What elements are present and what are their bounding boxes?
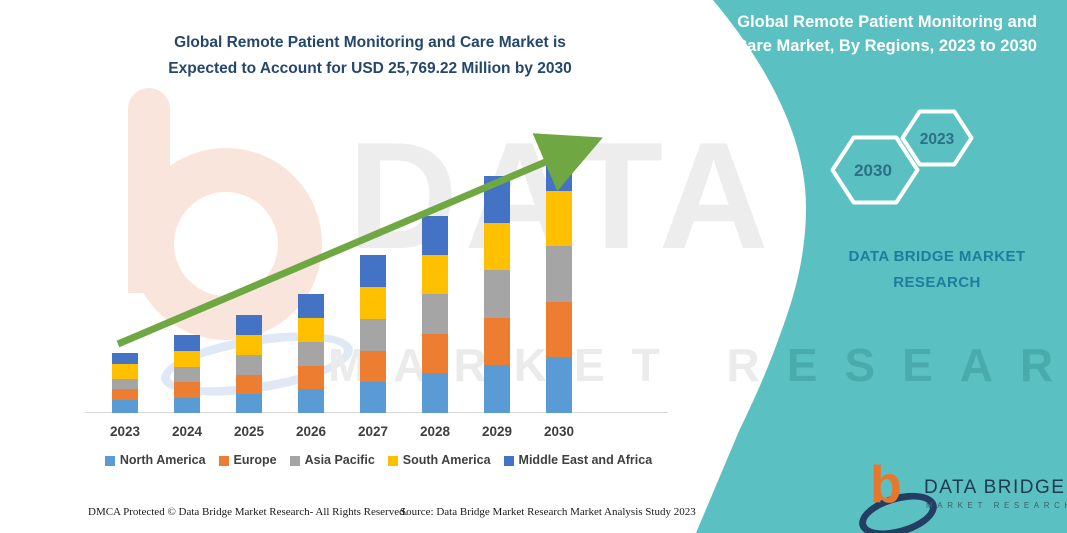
legend-item-south-america: South America [387,453,491,467]
hexagon-2023 [900,109,974,167]
chart-title-line1: Global Remote Patient Monitoring and Car… [174,34,566,51]
logo-name: DATA BRIDGE [924,477,1066,498]
legend-item-north-america: North America [104,453,206,467]
logo-b-icon: b [870,456,902,514]
hexagon-2030-label: 2030 [854,161,892,180]
hexagon-2030 [830,135,920,205]
legend-swatch [387,455,398,466]
legend-swatch [503,455,514,466]
legend-swatch [289,455,300,466]
copyright-text: DMCA Protected © Data Bridge Market Rese… [88,506,408,518]
chart-title-line2: Expected to Account for USD 25,769.22 Mi… [168,60,572,77]
panel-title: Global Remote Patient Monitoring and Car… [735,13,1037,55]
legend-swatch [218,455,229,466]
year-hexagons: 2030 2023 [830,109,974,205]
brand-text: DATA BRIDGE MARKET RESEARCH [838,244,1036,296]
chart-title: Global Remote Patient Monitoring and Car… [95,30,645,82]
legend-swatch [104,455,115,466]
legend-label: Middle East and Africa [518,453,653,467]
brand-text-line2: RESEARCH [893,274,981,291]
legend-item-middle-east-and-africa: Middle East and Africa [503,453,653,467]
legend-label: Europe [233,453,277,467]
logo-subtext: MARKET RESEARCH [926,501,1067,510]
legend-label: North America [119,453,206,467]
brand-text-line1: DATA BRIDGE MARKET [848,248,1026,265]
legend-item-europe: Europe [218,453,277,467]
legend-item-asia-pacific: Asia Pacific [289,453,375,467]
hexagon-2023-label: 2023 [920,131,955,148]
company-logo: b DATA BRIDGE MARKET RESEARCH [854,456,1067,533]
legend-label: South America [402,453,491,467]
legend: North America Europe Asia Pacific South Ame… [85,453,672,467]
legend-label: Asia Pacific [304,453,375,467]
source-text: Source: Data Bridge Market Research Mark… [400,506,696,518]
